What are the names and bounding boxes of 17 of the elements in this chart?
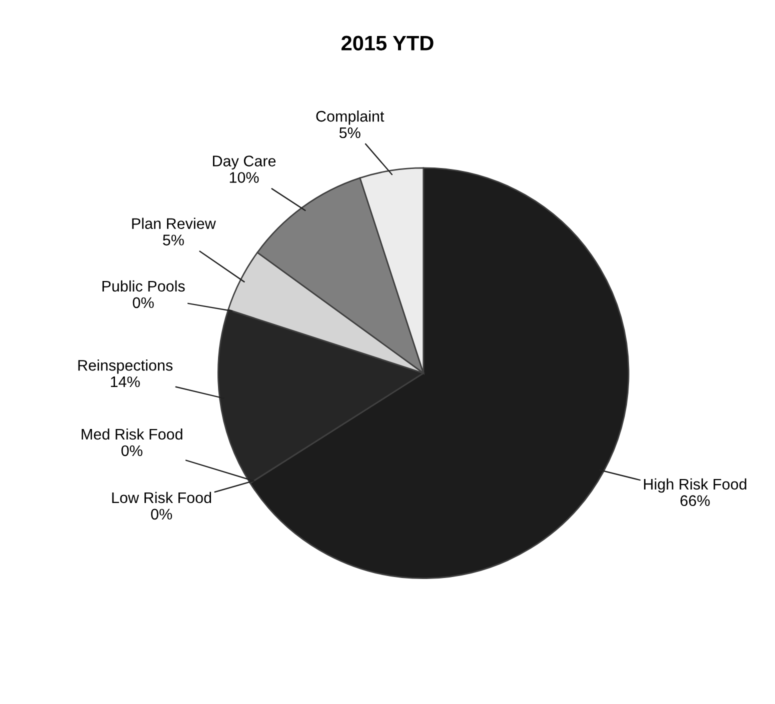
text: 0%: [132, 297, 154, 308]
slice-label: Reinspections: [78, 360, 173, 374]
data-label: 66%: [680, 495, 710, 506]
legend-label: Low Risk Food: [112, 492, 212, 504]
slice-label: High Risk Food: [644, 478, 746, 493]
category-label: Med Risk Food: [82, 428, 182, 440]
slice-label: Plan Review: [132, 218, 216, 229]
data-label: 5%: [162, 234, 184, 246]
chart-title: 2015 YTD: [342, 36, 434, 51]
data-label: 10%: [230, 172, 259, 183]
slice-label: Complaint: [316, 110, 384, 125]
slice-label: Day Care: [212, 156, 276, 170]
category-label: Public Pools: [102, 280, 185, 292]
data-label: 14%: [110, 376, 140, 388]
data-label: 5%: [339, 127, 360, 138]
text: 0%: [121, 445, 142, 456]
text: 0%: [151, 508, 172, 520]
